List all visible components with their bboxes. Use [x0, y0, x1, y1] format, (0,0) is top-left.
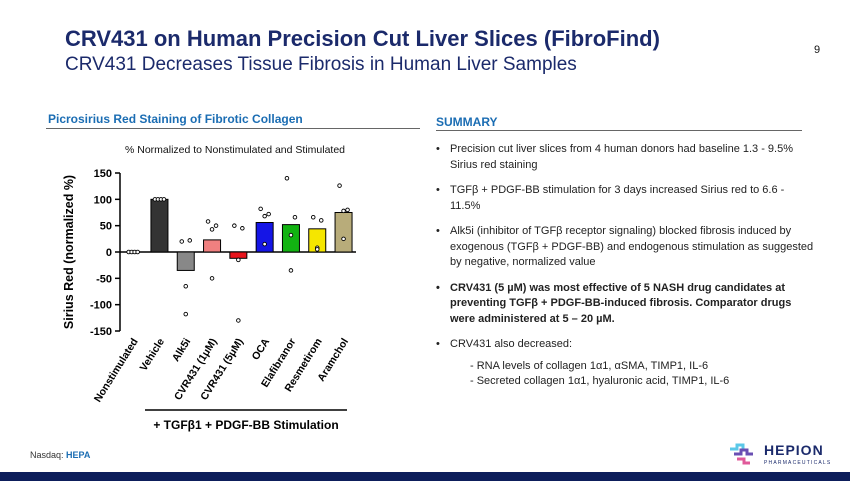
x-tick-label: Nonstimulated: [92, 336, 141, 404]
data-point: [341, 208, 346, 214]
data-point: [236, 318, 241, 323]
data-point: [288, 232, 294, 238]
y-tick-label: -50: [96, 273, 112, 285]
page-subtitle: CRV431 Decreases Tissue Fibrosis in Huma…: [65, 54, 577, 75]
summary-subitem: - RNA levels of collagen 1α1, αSMA, TIMP…: [470, 359, 709, 372]
data-point: [179, 239, 184, 244]
y-tick-label: 50: [100, 221, 112, 233]
y-tick-label: 0: [106, 247, 112, 259]
chart-title: % Normalized to Nonstimulated and Stimul…: [125, 144, 345, 156]
x-tick-label: OCA: [250, 336, 273, 363]
y-tick-label: 100: [94, 194, 112, 206]
logo-subtext: PHARMACEUTICALS: [764, 460, 831, 466]
data-point: [213, 223, 219, 228]
summary-list: Precision cut liver slices from 4 human …: [436, 142, 816, 400]
summary-item-highlight: CRV431 (5 µM) was most effective of 5 NA…: [436, 281, 816, 328]
data-point: [183, 311, 188, 317]
bar: [176, 251, 195, 271]
bar: [150, 198, 169, 253]
data-point: [315, 247, 320, 252]
page-title: CRV431 on Human Precision Cut Liver Slic…: [65, 26, 660, 51]
data-point: [205, 219, 211, 224]
summary-item-label: CRV431 also decreased:: [450, 338, 573, 350]
y-tick-label: -150: [90, 326, 112, 338]
bar: [255, 222, 274, 253]
data-point: [183, 283, 188, 289]
x-tick-label: Vehicle: [138, 336, 167, 373]
bar: [229, 251, 248, 259]
x-axis-label: + TGFβ1 + PDGF-BB Stimulation: [153, 418, 338, 432]
bar: [334, 212, 353, 253]
summary-divider: [436, 130, 802, 131]
data-point: [262, 241, 267, 247]
data-point: [209, 276, 215, 281]
data-point: [236, 257, 241, 263]
bar: [203, 239, 222, 253]
summary-item: TGFβ + PDGF-BB stimulation for 3 days in…: [436, 183, 816, 214]
x-tick-label: Alk5i: [170, 336, 194, 364]
chart-section-heading: Picrosirius Red Staining of Fibrotic Col…: [48, 112, 303, 126]
data-point: [258, 206, 263, 212]
data-point: [337, 183, 342, 188]
data-point: [161, 197, 167, 202]
sirius-red-chart: % Normalized to Nonstimulated and Stimul…: [62, 144, 356, 432]
summary-item: Precision cut liver slices from 4 human …: [436, 142, 816, 173]
y-tick-label: 150: [94, 168, 112, 180]
logo-mark-icon: [730, 443, 753, 465]
bar: [308, 228, 327, 253]
data-point: [311, 214, 316, 220]
data-point: [345, 207, 350, 213]
footer-bar: [0, 472, 850, 481]
data-point: [240, 226, 245, 231]
data-point: [232, 223, 237, 228]
data-point: [266, 211, 271, 217]
data-point: [262, 213, 267, 219]
exchange-label: Nasdaq:: [30, 450, 64, 460]
chart-section-divider: [46, 128, 420, 129]
data-point: [187, 238, 192, 243]
data-point: [284, 176, 290, 181]
bar: [281, 224, 300, 253]
summary-subitem: - Secreted collagen 1α1, hyaluronic acid…: [470, 375, 730, 387]
ticker: HEPA: [66, 450, 91, 460]
summary-item: Alk5i (inhibitor of TGFβ receptor signal…: [436, 224, 816, 271]
nasdaq-label: Nasdaq: HEPA: [30, 450, 90, 460]
y-axis-label: Sirius Red (normalized %): [62, 175, 76, 329]
data-point: [341, 236, 346, 242]
page-number: 9: [814, 44, 821, 56]
summary-heading: SUMMARY: [436, 115, 498, 129]
hepion-logo: HEPION PHARMACEUTICALS: [730, 442, 831, 466]
data-point: [319, 218, 324, 223]
data-point: [135, 249, 140, 255]
data-point: [209, 227, 215, 232]
y-tick-label: -100: [90, 300, 112, 312]
summary-item-decreases: CRV431 also decreased: - RNA levels of c…: [436, 337, 816, 390]
logo-text: HEPION: [764, 442, 824, 458]
data-point: [288, 268, 294, 273]
data-point: [292, 214, 298, 220]
